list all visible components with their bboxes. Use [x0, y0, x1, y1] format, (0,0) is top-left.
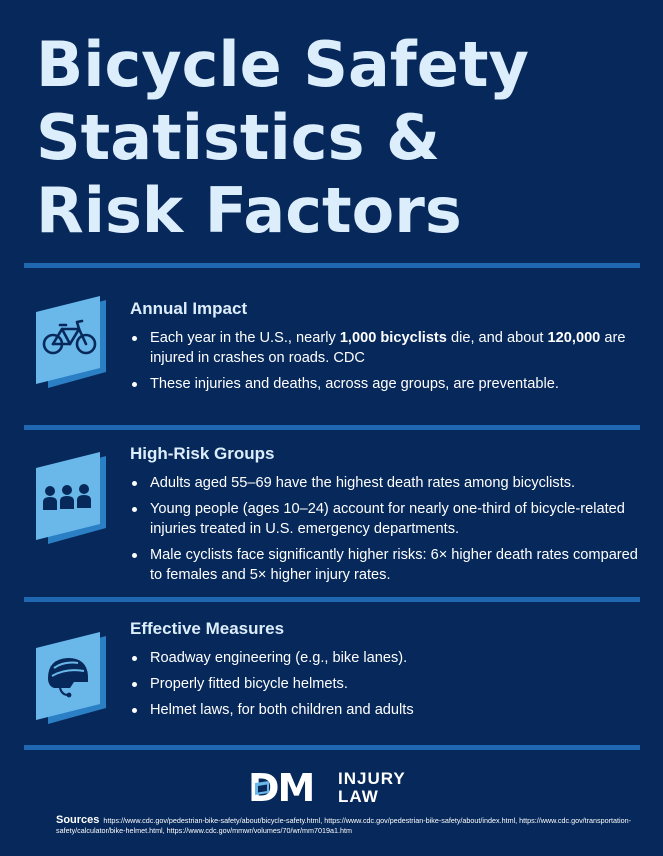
section-heading: Annual Impact [130, 299, 248, 318]
people-group-icon [34, 452, 106, 548]
section-heading: Effective Measures [130, 619, 285, 638]
logo-word-injury: INJURY [338, 769, 406, 788]
divider [24, 597, 640, 602]
bullet-text: die, and about [446, 330, 548, 346]
sources: Sources https://www.cdc.gov/pedestrian-bi… [56, 815, 656, 836]
title-line-3: Risk Factors [36, 174, 462, 247]
page-title: Bicycle Safety Statistics & Risk Factors [36, 28, 646, 247]
section-heading: High-Risk Groups [130, 444, 275, 463]
list-item: Male cyclists face significantly higher … [130, 545, 640, 585]
dm-injury-law-logo: DM INJURY LAW [248, 768, 418, 808]
logo-word-law: LAW [338, 787, 379, 806]
bullet-list: Each year in the U.S., nearly 1,000 bicy… [130, 328, 640, 394]
section-effective-measures: Effective Measures Roadway engineering (… [130, 618, 640, 726]
bicycle-icon [34, 296, 106, 392]
list-item: These injuries and deaths, across age gr… [130, 374, 640, 394]
title-line-1: Bicycle Safety [36, 28, 529, 101]
list-item: Properly fitted bicycle helmets. [130, 674, 640, 694]
logo-wordmark: INJURY LAW [338, 770, 406, 806]
list-item: Adults aged 55–69 have the highest death… [130, 473, 640, 493]
section-annual-impact: Annual Impact Each year in the U.S., nea… [130, 298, 640, 400]
list-item: Roadway engineering (e.g., bike lanes). [130, 648, 640, 668]
bullet-bold: 120,000 [547, 330, 601, 346]
helmet-icon [34, 632, 106, 728]
sources-label: Sources [56, 814, 100, 826]
bullet-list: Roadway engineering (e.g., bike lanes). … [130, 648, 640, 720]
divider [24, 263, 640, 268]
bullet-list: Adults aged 55–69 have the highest death… [130, 473, 640, 585]
divider [24, 745, 640, 750]
logo-emblem-icon [255, 781, 269, 795]
list-item: Helmet laws, for both children and adult… [130, 700, 640, 720]
bullet-text: are injured in crashes on roads. CDC [150, 330, 626, 366]
bullet-bold: 1,000 bicyclists [339, 330, 447, 346]
divider [24, 425, 640, 430]
list-item: Each year in the U.S., nearly 1,000 bicy… [130, 328, 640, 368]
bullet-text: Each year in the U.S., nearly [150, 330, 340, 346]
list-item: Young people (ages 10–24) account for ne… [130, 499, 640, 539]
sources-text: https://www.cdc.gov/pedestrian-bike-safe… [56, 816, 632, 835]
title-line-2: Statistics & [36, 101, 441, 174]
section-high-risk-groups: High-Risk Groups Adults aged 55–69 have … [130, 443, 640, 591]
